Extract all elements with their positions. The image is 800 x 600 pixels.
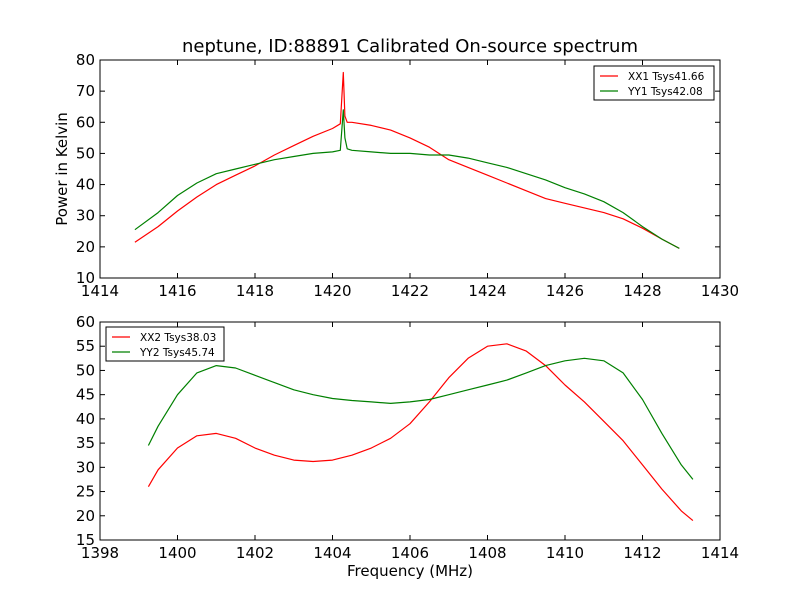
x-tick-label: 1422 — [391, 282, 429, 300]
y-tick-label: 45 — [76, 386, 95, 404]
y-tick-label: 35 — [76, 434, 95, 452]
y-tick-label: 60 — [76, 313, 95, 331]
top-panel-series — [134, 71, 680, 249]
y-tick-label: 20 — [76, 507, 95, 525]
x-tick-label: 1414 — [81, 282, 119, 300]
bottom-panel-frame — [99, 321, 721, 541]
series-line-xx — [147, 343, 694, 522]
legend-entry: XX2 Tsys38.03 — [140, 332, 216, 344]
bottom-panel-ticks: 1398 1400 1402 1404 1406 1408 1410 1412 1414 15 20… — [76, 313, 739, 562]
legend-box — [105, 326, 225, 362]
y-tick-label: 60 — [76, 113, 95, 131]
x-tick-label: 1404 — [313, 544, 351, 562]
y-tick-label: 50 — [76, 361, 95, 379]
x-tick-label: 1420 — [313, 282, 351, 300]
y-tick-label: 30 — [76, 458, 95, 476]
y-tick-label: 40 — [76, 410, 95, 428]
y-tick-label: 25 — [76, 483, 95, 501]
top-panel-legend: XX1 Tsys41.66 YY1 Tsys42.08 — [593, 65, 715, 101]
y-tick-label: 20 — [76, 238, 95, 256]
y-tick-label: 70 — [76, 82, 95, 100]
y-tick-label: 50 — [76, 144, 95, 162]
x-axis-label: Frequency (MHz) — [347, 562, 473, 580]
x-tick-label: 1426 — [546, 282, 584, 300]
top-panel: neptune, ID:88891 Calibrated On-source s… — [53, 36, 739, 300]
bottom-panel-legend: XX2 Tsys38.03 YY2 Tsys45.74 — [105, 326, 225, 362]
x-tick-label: 1406 — [391, 544, 429, 562]
bottom-panel-series — [147, 343, 694, 522]
y-tick-label: 80 — [76, 51, 95, 69]
legend-entry: YY2 Tsys45.74 — [139, 347, 215, 359]
x-tick-label: 1408 — [468, 544, 506, 562]
x-tick-label: 1416 — [158, 282, 196, 300]
y-axis-label: Power in Kelvin — [53, 112, 71, 226]
bottom-panel: Frequency (MHz) 1398 1400 1402 1404 1406 1408… — [76, 313, 739, 580]
x-tick-label: 1428 — [623, 282, 661, 300]
legend-entry: XX1 Tsys41.66 — [628, 71, 705, 83]
y-tick-label: 10 — [76, 269, 95, 287]
x-tick-label: 1410 — [546, 544, 584, 562]
y-tick-label: 55 — [76, 337, 95, 355]
x-tick-label: 1398 — [81, 544, 119, 562]
x-tick-label: 1412 — [623, 544, 661, 562]
y-tick-label: 40 — [76, 176, 95, 194]
x-tick-label: 1424 — [468, 282, 506, 300]
x-tick-label: 1414 — [701, 544, 739, 562]
x-tick-label: 1400 — [158, 544, 196, 562]
x-tick-label: 1430 — [701, 282, 739, 300]
x-tick-label: 1402 — [236, 544, 274, 562]
legend-box — [593, 65, 715, 101]
series-line-yy — [147, 357, 694, 480]
top-panel-frame — [99, 59, 721, 279]
series-line-xx — [134, 71, 680, 249]
top-panel-ticks: 1414 1416 1418 1420 1422 1424 1426 1428 1430 10 20… — [76, 51, 739, 300]
y-tick-label: 15 — [76, 531, 95, 549]
chart-title: neptune, ID:88891 Calibrated On-source s… — [182, 36, 638, 57]
legend-entry: YY1 Tsys42.08 — [627, 86, 703, 98]
x-tick-label: 1418 — [236, 282, 274, 300]
y-tick-label: 30 — [76, 207, 95, 225]
series-line-yy — [134, 109, 680, 249]
